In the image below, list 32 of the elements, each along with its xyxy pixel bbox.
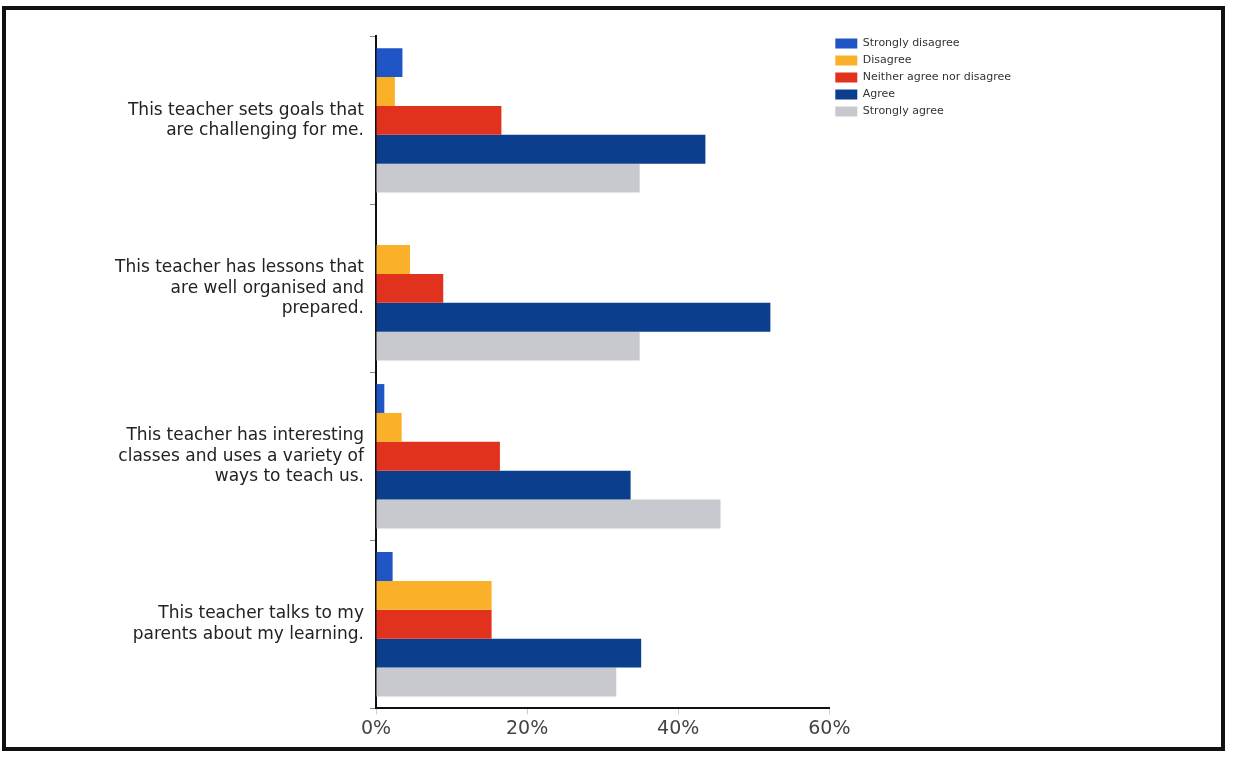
bar bbox=[376, 667, 617, 697]
bar bbox=[376, 441, 500, 471]
bar bbox=[376, 273, 444, 303]
bar bbox=[376, 580, 492, 610]
bar bbox=[376, 302, 771, 332]
bar bbox=[376, 331, 640, 361]
bar bbox=[376, 384, 385, 413]
x-tick-label: 60% bbox=[808, 715, 851, 738]
legend-label: Neither agree nor disagree bbox=[862, 70, 1012, 84]
legend-label: Strongly disagree bbox=[862, 36, 960, 50]
legend-label: Agree bbox=[862, 87, 896, 101]
y-tick-label: This teacher has interesting classes and uses a variety of ways to teach us. bbox=[118, 424, 365, 486]
bar bbox=[376, 134, 706, 164]
bar bbox=[376, 412, 402, 442]
bar bbox=[376, 552, 393, 581]
bar bbox=[376, 105, 502, 135]
bar bbox=[376, 470, 631, 500]
legend-label: Strongly agree bbox=[862, 104, 944, 118]
x-tick-label: 20% bbox=[505, 715, 549, 738]
bar bbox=[376, 638, 642, 668]
y-tick-label: This teacher has lessons that are well organised and prepared. bbox=[114, 256, 365, 318]
y-tick-label: This teacher talks to my parents about my learning. bbox=[132, 602, 364, 643]
bar bbox=[376, 48, 403, 78]
bar bbox=[376, 499, 721, 529]
bar bbox=[376, 163, 640, 193]
legend-label: Disagree bbox=[862, 53, 912, 67]
bar bbox=[376, 244, 410, 274]
x-tick-label: 0% bbox=[360, 715, 392, 738]
x-tick-label: 40% bbox=[657, 715, 700, 738]
bar bbox=[376, 77, 395, 106]
y-tick-label: This teacher sets goals that are challenging for me. bbox=[126, 98, 365, 139]
bar bbox=[376, 609, 492, 639]
